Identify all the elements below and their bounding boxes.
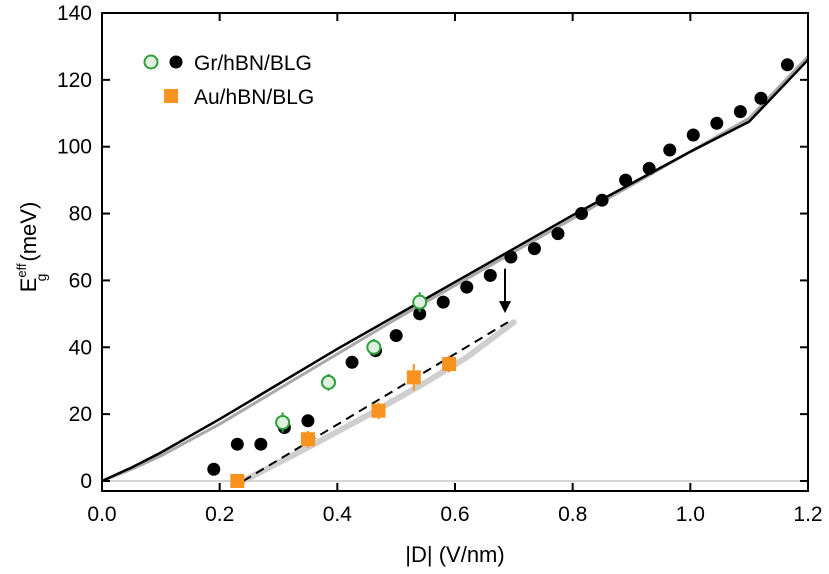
point-gr-filled — [780, 58, 794, 72]
annotations — [499, 268, 512, 314]
y-tick-label: 0 — [80, 470, 92, 493]
legend-label-au: Au/hBN/BLG — [194, 86, 314, 109]
x-tick-label: 0.4 — [323, 503, 353, 526]
point-gr-filled — [733, 105, 747, 119]
x-tick-labels: 0.0 0.2 0.4 0.6 0.8 1.0 1.2 — [87, 503, 822, 526]
point-gr-filled — [574, 207, 588, 221]
point-gr-filled — [754, 91, 768, 105]
point-gr-open — [321, 374, 337, 390]
point-au-square — [300, 432, 315, 447]
y-tick-label: 60 — [69, 269, 92, 292]
y-axis-label: Eeff g (meV) — [14, 202, 49, 293]
point-au-square — [406, 370, 421, 385]
point-gr-filled — [527, 242, 541, 256]
curve-dashed-black — [242, 321, 509, 482]
point-gr-filled — [710, 116, 724, 130]
y-axis-label-sup: eff — [14, 263, 29, 278]
x-tick-label: 1.0 — [676, 503, 705, 526]
y-tick-label: 120 — [57, 69, 92, 92]
y-tick-label: 40 — [69, 336, 92, 359]
point-au-square — [371, 403, 386, 418]
y-axis-label-main: E — [16, 278, 41, 293]
point-gr-filled — [663, 143, 677, 157]
point-gr-filled — [230, 437, 244, 451]
point-gr-filled — [483, 268, 497, 282]
legend-marker-black-circle — [169, 55, 183, 69]
point-gr-filled — [389, 329, 403, 343]
x-tick-label: 0.6 — [440, 503, 469, 526]
point-gr-filled — [301, 414, 315, 428]
y-axis-label-unit: (meV) — [16, 202, 41, 262]
point-gr-filled — [551, 227, 565, 241]
point-gr-filled — [345, 355, 359, 369]
point-gr-filled — [595, 193, 609, 207]
legend-marker-orange-square — [164, 89, 178, 103]
point-gr-open — [275, 414, 291, 430]
point-gr-filled — [436, 295, 450, 309]
point-gr-filled — [619, 173, 633, 187]
point-gr-open — [366, 339, 382, 355]
y-tick-label: 80 — [69, 203, 92, 226]
point-gr-filled — [504, 250, 518, 264]
y-tick-label: 20 — [69, 403, 92, 426]
point-au-square — [230, 473, 245, 488]
legend-marker-open-green-circle — [143, 54, 159, 70]
y-tick-label: 140 — [57, 2, 92, 25]
point-gr-filled — [460, 280, 474, 294]
x-tick-label: 0.8 — [558, 503, 587, 526]
point-gr-open — [412, 294, 428, 310]
data-points — [207, 58, 794, 488]
y-axis-label-sub: g — [33, 274, 49, 282]
plot-frame — [101, 12, 809, 492]
arrow-head — [499, 301, 512, 314]
point-gr-filled — [686, 128, 700, 142]
x-tick-label: 0.2 — [205, 503, 234, 526]
axis-ticks — [101, 12, 809, 491]
legend-label-gr: Gr/hBN/BLG — [194, 52, 312, 75]
point-gr-filled — [642, 161, 656, 175]
legend: Gr/hBN/BLG Au/hBN/BLG — [143, 52, 314, 109]
point-gr-filled — [413, 307, 427, 321]
fit-curves — [101, 55, 810, 484]
x-tick-label: 0.0 — [87, 503, 116, 526]
curve-thick-light-gray — [240, 319, 517, 484]
y-tick-label: 100 — [57, 136, 92, 159]
curve-solid-gray — [101, 55, 810, 483]
point-au-square — [442, 356, 457, 371]
y-tick-labels: 0 20 40 60 80 100 120 140 — [57, 2, 92, 493]
curve-solid-black — [101, 58, 809, 483]
point-gr-filled — [254, 437, 268, 451]
x-axis-label: |D| (V/nm) — [405, 542, 504, 567]
x-tick-label: 1.2 — [793, 503, 822, 526]
point-gr-filled — [207, 462, 221, 476]
